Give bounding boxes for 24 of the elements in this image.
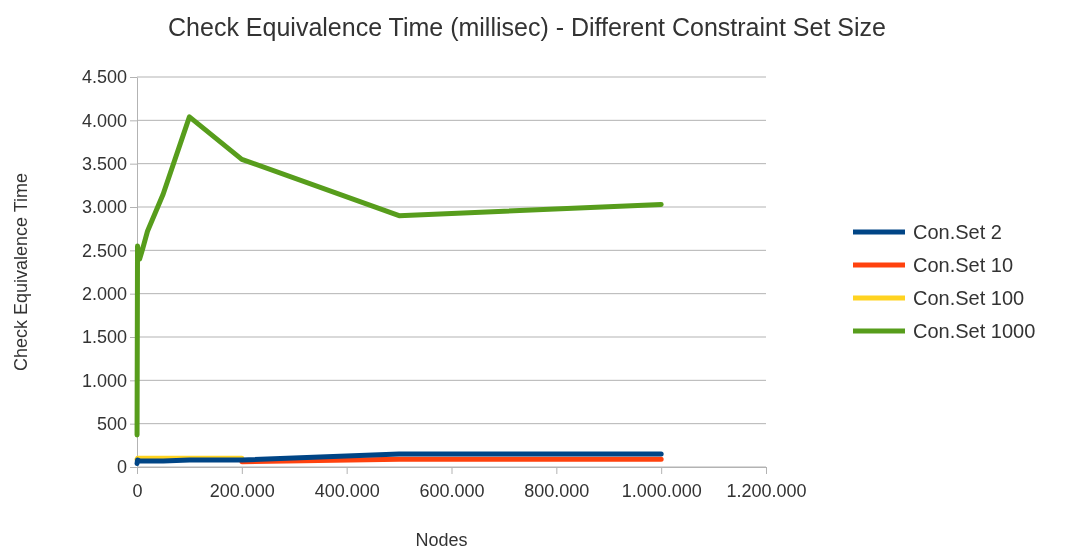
- y-tick-label: 0: [116, 457, 127, 478]
- x-tick-label: 600.000: [419, 480, 485, 501]
- legend-label: Con.Set 10: [913, 254, 1014, 276]
- y-tick-label: 4.500: [81, 67, 127, 88]
- y-axis-title: Check Equivalence Time: [11, 172, 31, 372]
- y-tick-label: 3.000: [81, 197, 127, 218]
- x-tick-label: 200.000: [209, 480, 275, 501]
- x-tick-label: 0: [132, 480, 143, 501]
- x-tick-label: 1.000.000: [621, 480, 702, 501]
- y-tick-label: 500: [96, 413, 127, 434]
- x-tick-label: 400.000: [314, 480, 380, 501]
- y-tick-label: 4.000: [81, 110, 127, 131]
- legend-label: Con.Set 100: [913, 287, 1025, 309]
- x-tick-label: 800.000: [524, 480, 590, 501]
- y-tick-label: 2.500: [81, 240, 127, 261]
- legend-label: Con.Set 2: [913, 221, 1002, 243]
- y-tick-label: 1.000: [81, 370, 127, 391]
- x-axis-title: Nodes: [415, 530, 468, 550]
- y-tick-label: 2.000: [81, 283, 127, 304]
- legend-label: Con.Set 1000: [913, 320, 1036, 342]
- x-tick-label: 1.200.000: [726, 480, 807, 501]
- y-tick-label: 3.500: [81, 153, 127, 174]
- y-tick-label: 1.500: [81, 327, 127, 348]
- chart-title: Check Equivalence Time (millisec) - Different Constraint Set Size: [168, 13, 886, 41]
